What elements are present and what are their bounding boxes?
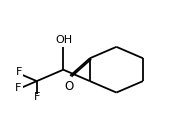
- Text: OH: OH: [55, 35, 72, 45]
- Text: F: F: [16, 67, 22, 77]
- Text: F: F: [33, 92, 40, 102]
- Text: O: O: [65, 80, 74, 93]
- Text: F: F: [15, 83, 21, 93]
